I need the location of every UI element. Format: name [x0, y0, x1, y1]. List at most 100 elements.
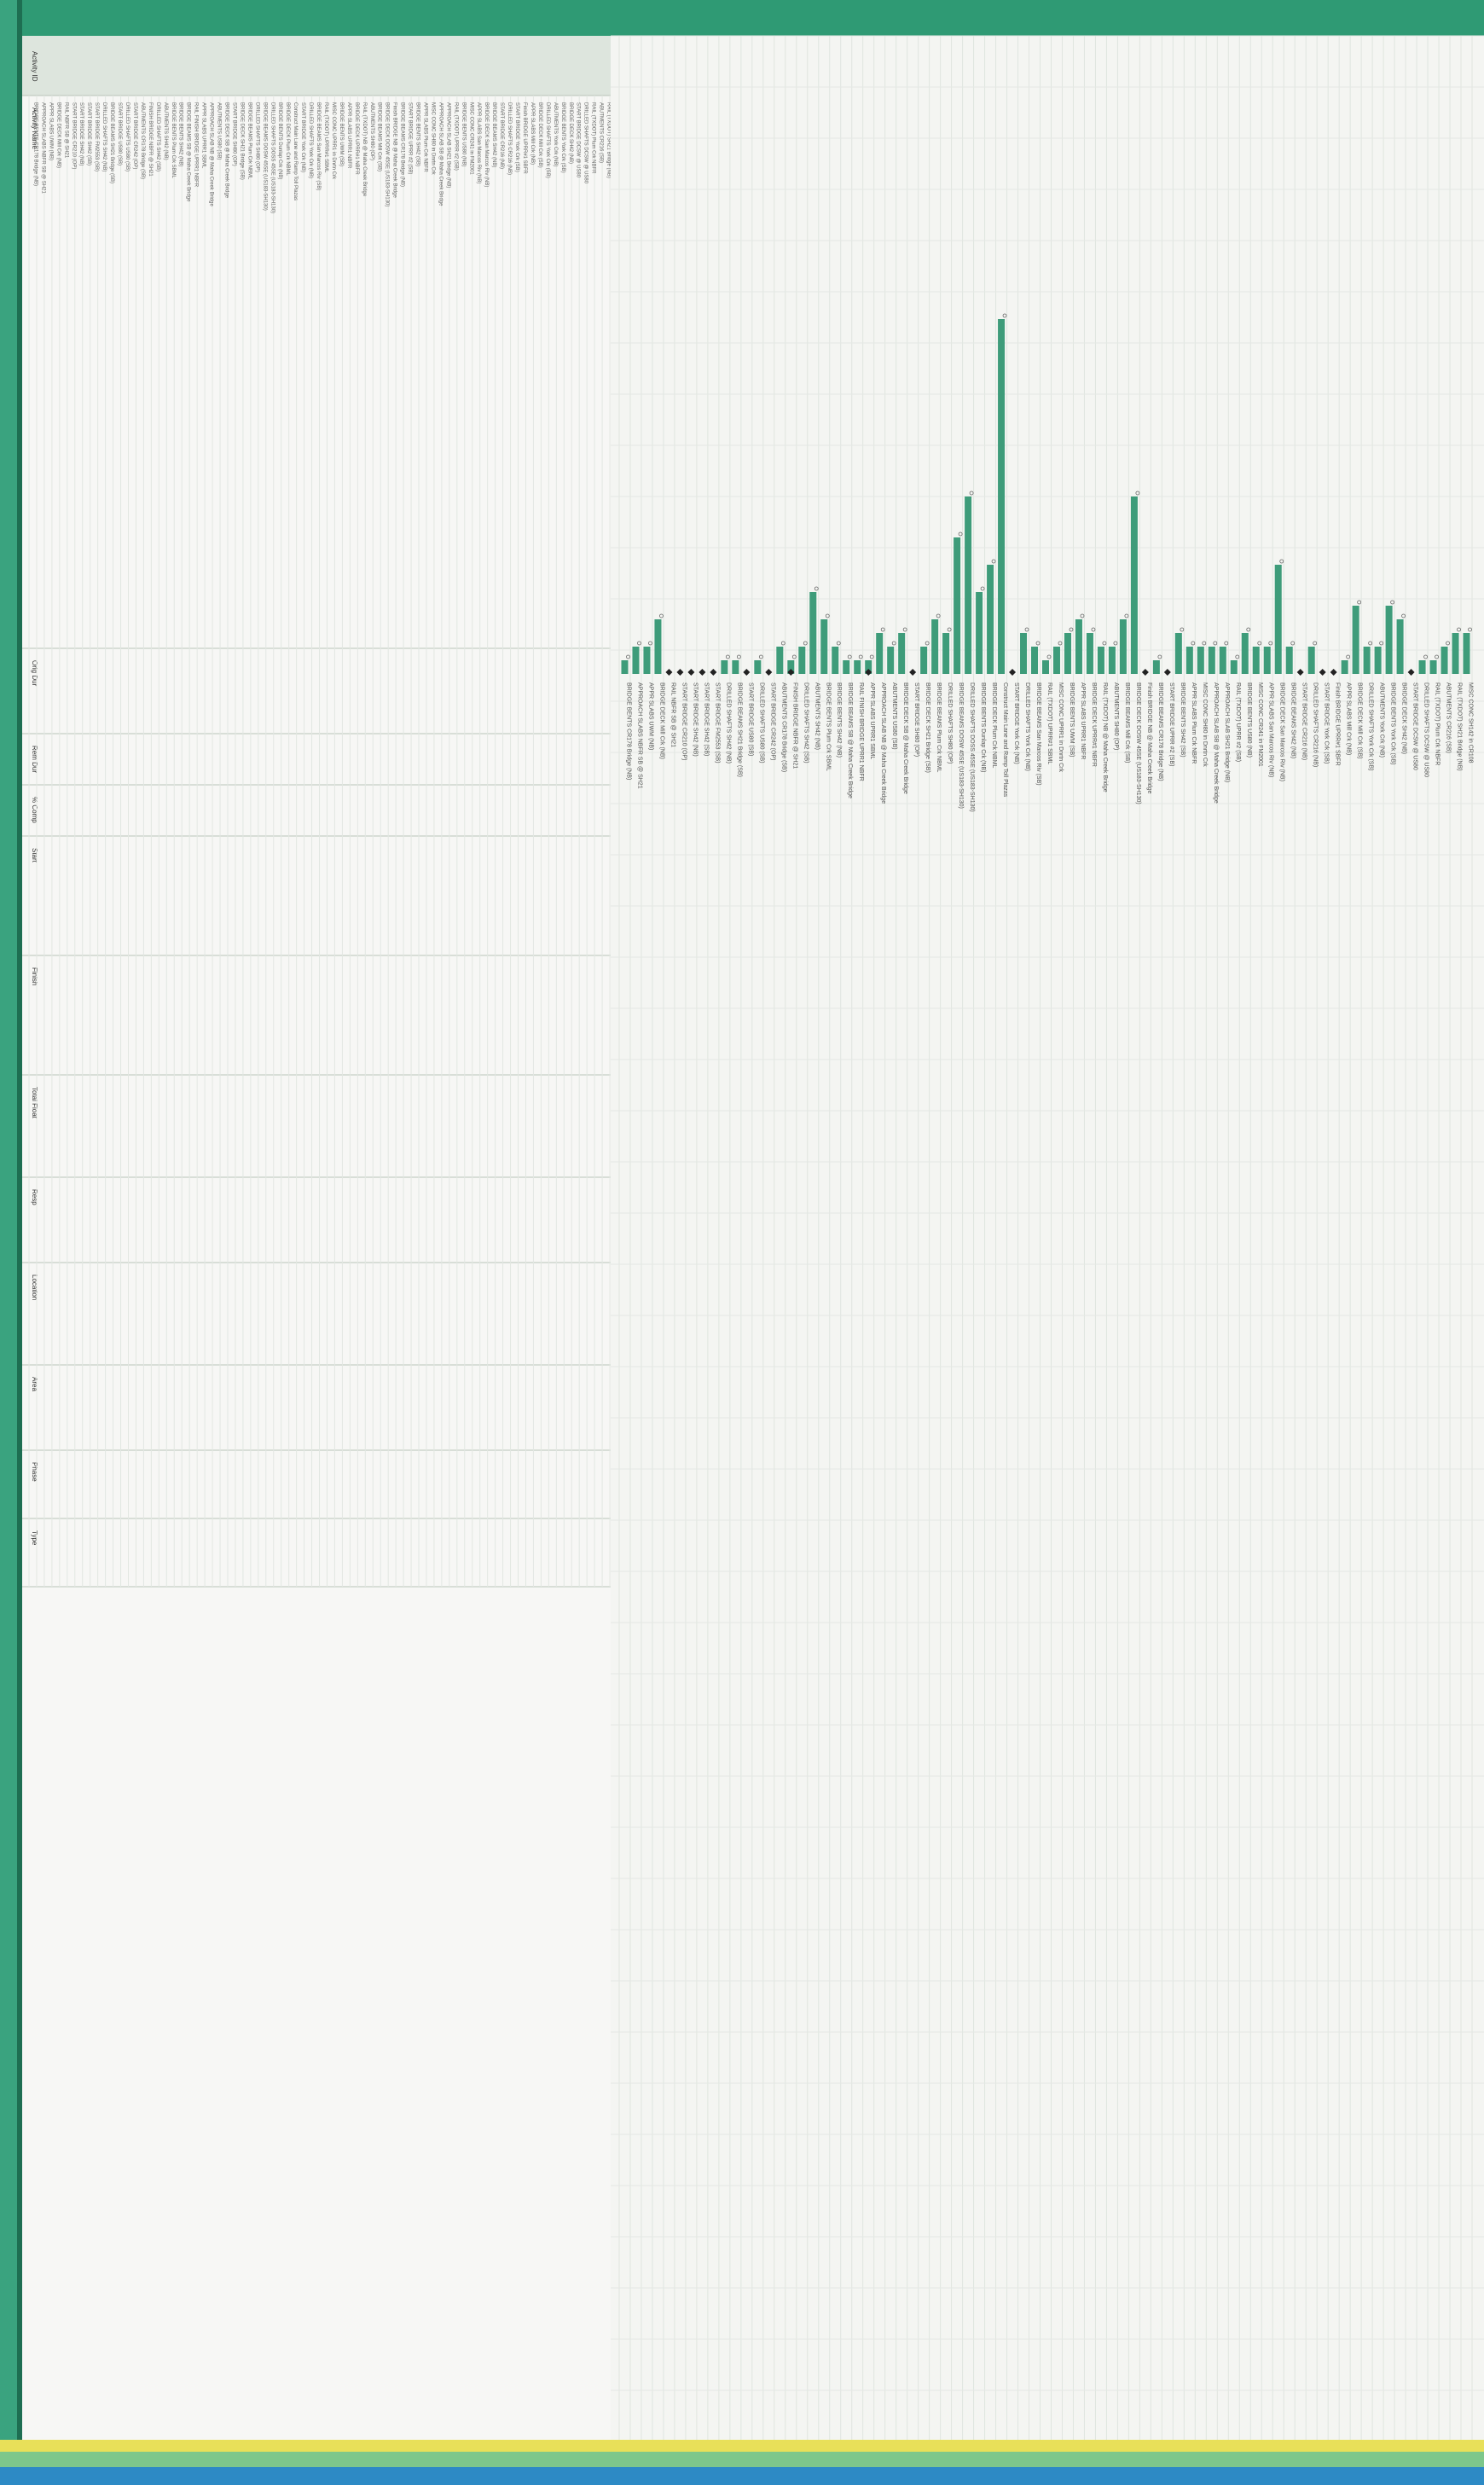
- bar-end-marker: [736, 654, 741, 659]
- gantt-bar: [1130, 496, 1138, 674]
- activity-label: APPROACH SLAB SB @ Maha Creek Bridge: [1213, 682, 1219, 804]
- activity-label: BRIDGE DECK Mill Crk (SB): [1357, 682, 1363, 758]
- table-activity-name: ABUTMENTS CR216 (SB): [599, 102, 604, 163]
- gantt-bar: [954, 537, 961, 674]
- table-activity-name: FINISH BRIDGE NBFR @ SH21: [148, 102, 153, 177]
- activity-label: APPROACH SLAB SH21 Bridge (NB): [1224, 682, 1230, 782]
- table-activity-name: ABUTMENTS CR178 Bridge (SB): [140, 102, 145, 179]
- activity-label: BRIDGE DECK SH42 (NB): [1401, 682, 1407, 754]
- gantt-bar: [798, 647, 806, 674]
- table-column-title: Rem Dur: [31, 746, 38, 773]
- bar-end-marker: [1069, 627, 1074, 632]
- activity-label: BRIDGE DECK SB @ Maha Creek Bridge: [902, 682, 908, 794]
- activity-label: MISC CONC CR241 in FM2001: [1257, 682, 1263, 767]
- table-activity-name: APPR SLABS San Marcos Riv (NB): [476, 102, 481, 183]
- milestone-diamond: [1330, 669, 1337, 676]
- bar-end-marker: [1290, 641, 1296, 646]
- table-activity-name: MISC CONC SH80 in Dnrtn Crk: [430, 102, 435, 176]
- bar-end-marker: [891, 641, 896, 646]
- table-column-title: Type: [31, 1530, 38, 1546]
- gantt-bar: [1119, 619, 1127, 674]
- table-activity-name: DRILLED SHAFTS SH42 (SB): [155, 102, 160, 171]
- table-activity-name: BRIDGE BENTS Plum Crk SBML: [171, 102, 176, 179]
- gantt-bar: [1075, 619, 1082, 674]
- activity-label: ABUTMENTS CR178 Bridge (SB): [780, 682, 786, 772]
- table-activity-name: START BRIDGE US80 (SB): [117, 102, 122, 165]
- gantt-bar: [920, 647, 928, 674]
- table-activity-name: APPROACH SLABS NBFR SB @ SH21: [40, 102, 45, 194]
- bar-end-marker: [1024, 627, 1029, 632]
- table-activity-name: APPROACH SLAB SH21 Bridge (NB): [445, 102, 450, 188]
- activity-label: BRIDGE DECK SH21 Bridge (SB): [925, 682, 930, 773]
- table-grid: Activity ID Activity Name Orig Dur Rem Dur%…: [22, 36, 611, 1588]
- bar-end-marker: [836, 641, 841, 646]
- milestone-diamond: [699, 669, 706, 676]
- table-activity-name: BRIDGE DECK SH21 Bridge (SB): [239, 102, 244, 180]
- activity-label: MISC CONC UPRR1 in Dnrtn Crk: [1058, 682, 1064, 773]
- table-activity-name: BRIDGE DECK SB @ Maha Creek Bridge: [224, 102, 229, 199]
- gantt-bar: [1174, 633, 1182, 674]
- table-activity-name: BRIDGE BENTS SH42 (SB): [415, 102, 420, 166]
- gantt-bar: [654, 619, 662, 674]
- activity-label: DRILLED SHAFTS US80 (SB): [758, 682, 764, 763]
- gantt-bar: [1463, 633, 1470, 674]
- gantt-bar: [1396, 619, 1404, 674]
- table-activity-name: APPR SLABS UPRR1 SBML: [201, 102, 206, 169]
- gantt-bar: [931, 619, 939, 674]
- gantt-bar: [809, 592, 817, 674]
- activity-label: BRIDGE BEAMS Plum Crk NBML: [936, 682, 942, 773]
- bar-end-marker: [1180, 627, 1185, 632]
- gantt-bar: [843, 660, 850, 674]
- bar-end-marker: [1435, 654, 1439, 659]
- chart-header: [611, 0, 1484, 36]
- gantt-bar: [732, 660, 739, 674]
- bar-end-marker: [1446, 641, 1450, 646]
- gantt-bar: [1152, 660, 1160, 674]
- table-activity-name: DRILLED SHAFTS US80 (SB): [125, 102, 130, 171]
- activity-label: DRILLED SHAFTS SH42 (SB): [803, 682, 809, 763]
- activity-label: START BRIDGE CR242 (OP): [769, 682, 775, 760]
- gantt-bar: [1285, 647, 1293, 674]
- table-activity-name: MISC CONC UPRR1 in Dnrtn Crk: [331, 102, 336, 180]
- milestone-diamond: [1163, 669, 1171, 676]
- left-border-dark: [17, 0, 22, 2485]
- gantt-bar: [1185, 647, 1193, 674]
- table-activity-name: BRIDGE BEAMS DOSW 45SE (US183-SH130): [262, 102, 267, 211]
- gantt-bar: [721, 660, 728, 674]
- bar-end-marker: [1257, 641, 1262, 646]
- activity-label: APPR SLABS San Marcos Riv (NB): [1268, 682, 1274, 777]
- activity-label: START BRIDGE CR216 (NB): [1301, 682, 1307, 760]
- bar-end-marker: [1202, 641, 1207, 646]
- bar-end-marker: [1423, 654, 1428, 659]
- table-header: [22, 0, 611, 36]
- gantt-bar: [854, 660, 861, 674]
- table-activity-name: DRILLED SHAFTS York Crk (SB): [545, 102, 550, 178]
- activity-label: DRILLED SHAFTS York Crk (NB): [1024, 682, 1030, 771]
- activity-label: RAIL (TXDOT) SH21 Bridge (NB): [1457, 682, 1463, 771]
- bar-end-marker: [1390, 600, 1394, 605]
- table-activity-name: START BRIDGE SH42 (NB): [78, 102, 84, 165]
- bar-end-marker: [637, 641, 641, 646]
- gantt-bar: [1307, 647, 1315, 674]
- activity-label: Finish BRIDGE NB @ Maha Creek Bridge: [1146, 682, 1152, 794]
- activity-label: DRILLED SHAFTS DOSS 45SE (US183-SH130): [969, 682, 975, 812]
- bar-end-marker: [980, 586, 985, 591]
- table-activity-name: START BRIDGE SH42 (SB): [86, 102, 91, 165]
- gantt-bar: [1263, 647, 1271, 674]
- activity-label: APPR SLABS UWM (NB): [647, 682, 653, 750]
- table-column-title: Orig Dur: [31, 660, 38, 687]
- table-activity-name: BRIDGE DECK SH42 (NB): [568, 102, 573, 164]
- bar-end-marker: [1102, 641, 1107, 646]
- activity-label: APPR SLABS Mill Crk (NB): [1346, 682, 1352, 755]
- activity-label: RAIL (TXDOT) UPRR#1 SBML: [1046, 682, 1052, 764]
- activity-label: RAIL (TXDOT) UPRR #2 (SB): [1235, 682, 1241, 762]
- bar-end-marker: [814, 586, 819, 591]
- table-activity-name: APPR SLABS UPRR1 NBFR: [346, 102, 351, 169]
- activity-label: START BRIDGE SH42 (NB): [692, 682, 698, 757]
- table-column-title: Total Float: [31, 1087, 38, 1119]
- gantt-bar: [1230, 660, 1238, 674]
- gantt-bar: [1052, 647, 1060, 674]
- bar-end-marker: [1080, 613, 1085, 618]
- gantt-bar: [876, 633, 884, 674]
- table-activity-name: APPR SLABS Plum Crk NBFR: [422, 102, 427, 172]
